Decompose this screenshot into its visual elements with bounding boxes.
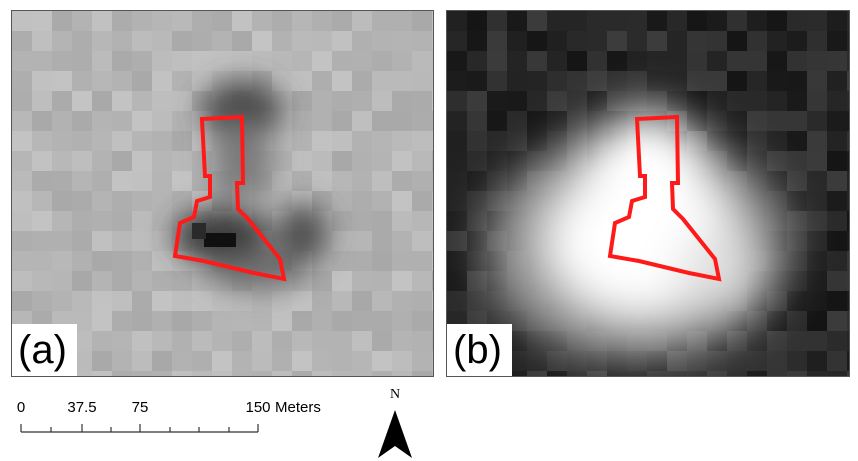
scale-tick-label: 37.5 <box>67 399 96 416</box>
scale-bar: 0 37.5 75 150 Meters <box>17 399 321 433</box>
scale-unit-label: Meters <box>275 399 321 416</box>
panel-b-raster <box>447 11 849 376</box>
outline-polygon-a <box>172 114 287 282</box>
scale-tick-label: 75 <box>132 399 149 416</box>
scale-tick-label: 0 <box>17 399 25 416</box>
panel-b-label: (b) <box>447 324 512 376</box>
scale-ticks <box>20 424 259 432</box>
panel-a-raster <box>12 11 433 376</box>
panel-a-label: (a) <box>12 324 77 376</box>
north-label: N <box>390 387 400 402</box>
panel-a-map: (a) <box>11 10 434 377</box>
panel-b-map: (b) <box>446 10 850 377</box>
outline-polygon-b <box>607 114 722 282</box>
scale-tick-label: 150 <box>245 399 270 416</box>
north-arrow-icon: N <box>378 387 412 458</box>
